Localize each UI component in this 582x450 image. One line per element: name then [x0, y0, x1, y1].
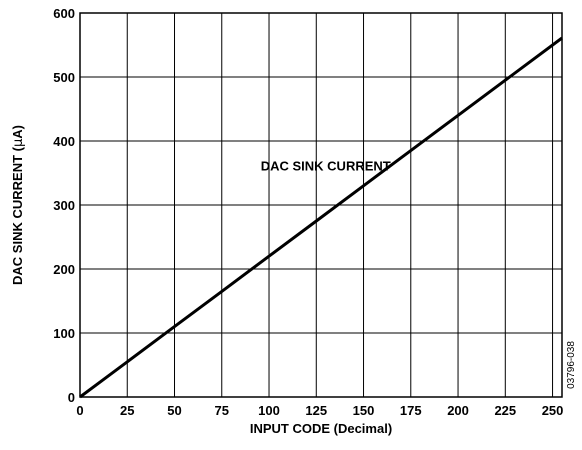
x-tick-label: 225	[494, 403, 516, 418]
plot-frame	[79, 12, 563, 398]
x-tick-label: 0	[76, 403, 83, 418]
y-tick-label: 200	[53, 262, 75, 277]
x-tick-label: 150	[353, 403, 375, 418]
y-tick-label: 300	[53, 198, 75, 213]
y-axis-title-part-2: A)	[10, 125, 25, 139]
y-tick-label: 400	[53, 134, 75, 149]
x-tick-labels: 0 25 50 75 100 125 150 175 200 225 250	[76, 403, 563, 418]
grid-lines	[79, 12, 562, 398]
y-axis-title-part-1: DAC SINK CURRENT (	[10, 146, 25, 285]
y-axis-title-mu: μ	[11, 139, 26, 147]
x-tick-label: 50	[167, 403, 181, 418]
figure-id: 03796-038	[566, 341, 577, 389]
x-tick-label: 250	[542, 403, 564, 418]
series-layer	[79, 36, 563, 399]
y-tick-label: 500	[53, 70, 75, 85]
y-tick-labels: 0 100 200 300 400 500 600	[53, 6, 75, 405]
series-annotation: DAC SINK CURRENT	[261, 158, 391, 173]
y-tick-label: 600	[53, 6, 75, 21]
y-axis-title: DAC SINK CURRENT (μA)	[10, 125, 26, 285]
x-tick-label: 25	[120, 403, 134, 418]
x-tick-label: 175	[400, 403, 422, 418]
y-tick-label: 0	[68, 390, 75, 405]
x-axis-title: INPUT CODE (Decimal)	[250, 421, 392, 436]
x-tick-label: 125	[305, 403, 327, 418]
x-tick-label: 200	[447, 403, 469, 418]
x-tick-label: 100	[258, 403, 280, 418]
x-tick-label: 75	[215, 403, 229, 418]
series-line-0	[79, 36, 563, 399]
y-tick-label: 100	[53, 326, 75, 341]
